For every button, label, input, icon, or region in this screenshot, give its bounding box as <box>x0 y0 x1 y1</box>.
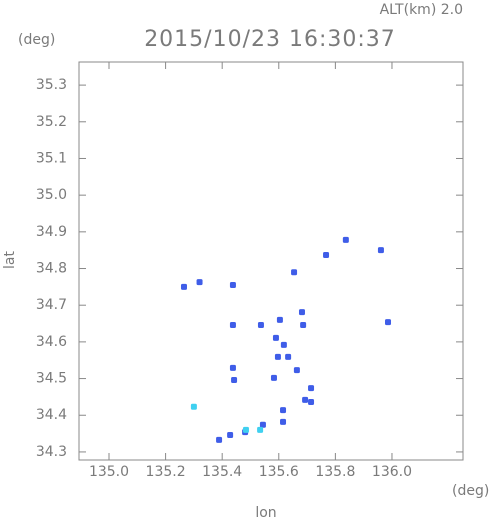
echo <box>280 341 287 348</box>
echo <box>196 279 203 286</box>
echo <box>229 282 236 289</box>
echo <box>377 247 384 254</box>
echo <box>293 367 300 374</box>
echo <box>229 322 236 329</box>
y-tick-label: 35.3 <box>36 77 67 93</box>
echo <box>229 364 236 371</box>
x-tick-label: 136.0 <box>372 464 412 480</box>
echo <box>259 421 266 428</box>
echo <box>291 269 298 276</box>
echo <box>257 322 264 329</box>
x-tick-label: 135.4 <box>202 464 242 480</box>
echo <box>227 432 234 439</box>
echo <box>385 319 392 326</box>
echo <box>280 407 287 414</box>
altitude-label: ALT(km) 2.0 <box>380 2 463 18</box>
y-tick-label: 34.6 <box>36 334 67 350</box>
echo <box>276 316 283 323</box>
plot-frame <box>78 61 464 461</box>
echo <box>270 374 277 381</box>
echo <box>257 426 264 433</box>
echo <box>280 418 287 425</box>
echo <box>308 385 315 392</box>
x-axis-label: lon <box>255 505 276 521</box>
echo <box>231 377 238 384</box>
echo <box>272 334 279 341</box>
y-tick-label: 34.9 <box>36 224 67 240</box>
echo <box>242 426 249 433</box>
echo <box>298 309 305 316</box>
echo <box>274 353 281 360</box>
y-tick-label: 34.8 <box>36 261 67 277</box>
echo <box>308 399 315 406</box>
x-tick-label: 135.2 <box>146 464 186 480</box>
chart-title: 2015/10/23 16:30:37 <box>144 27 396 52</box>
y-unit: (deg) <box>18 32 55 48</box>
echo <box>285 353 292 360</box>
x-tick-label: 135.6 <box>259 464 299 480</box>
y-axis-label: lat <box>2 251 18 269</box>
echo <box>342 236 349 243</box>
echo <box>300 322 307 329</box>
x-tick-label: 135.8 <box>315 464 355 480</box>
y-tick-label: 35.0 <box>36 187 67 203</box>
echo <box>180 283 187 290</box>
y-tick-label: 34.5 <box>36 371 67 387</box>
x-tick-label: 135.0 <box>89 464 129 480</box>
echo <box>216 436 223 443</box>
echo <box>190 403 197 410</box>
y-tick-label: 34.4 <box>36 407 67 423</box>
y-tick-label: 35.2 <box>36 114 67 130</box>
x-unit: (deg) <box>452 483 489 499</box>
y-tick-label: 34.3 <box>36 444 67 460</box>
echo <box>323 251 330 258</box>
y-tick-label: 35.1 <box>36 150 67 166</box>
echo <box>302 396 309 403</box>
y-tick-label: 34.7 <box>36 297 67 313</box>
